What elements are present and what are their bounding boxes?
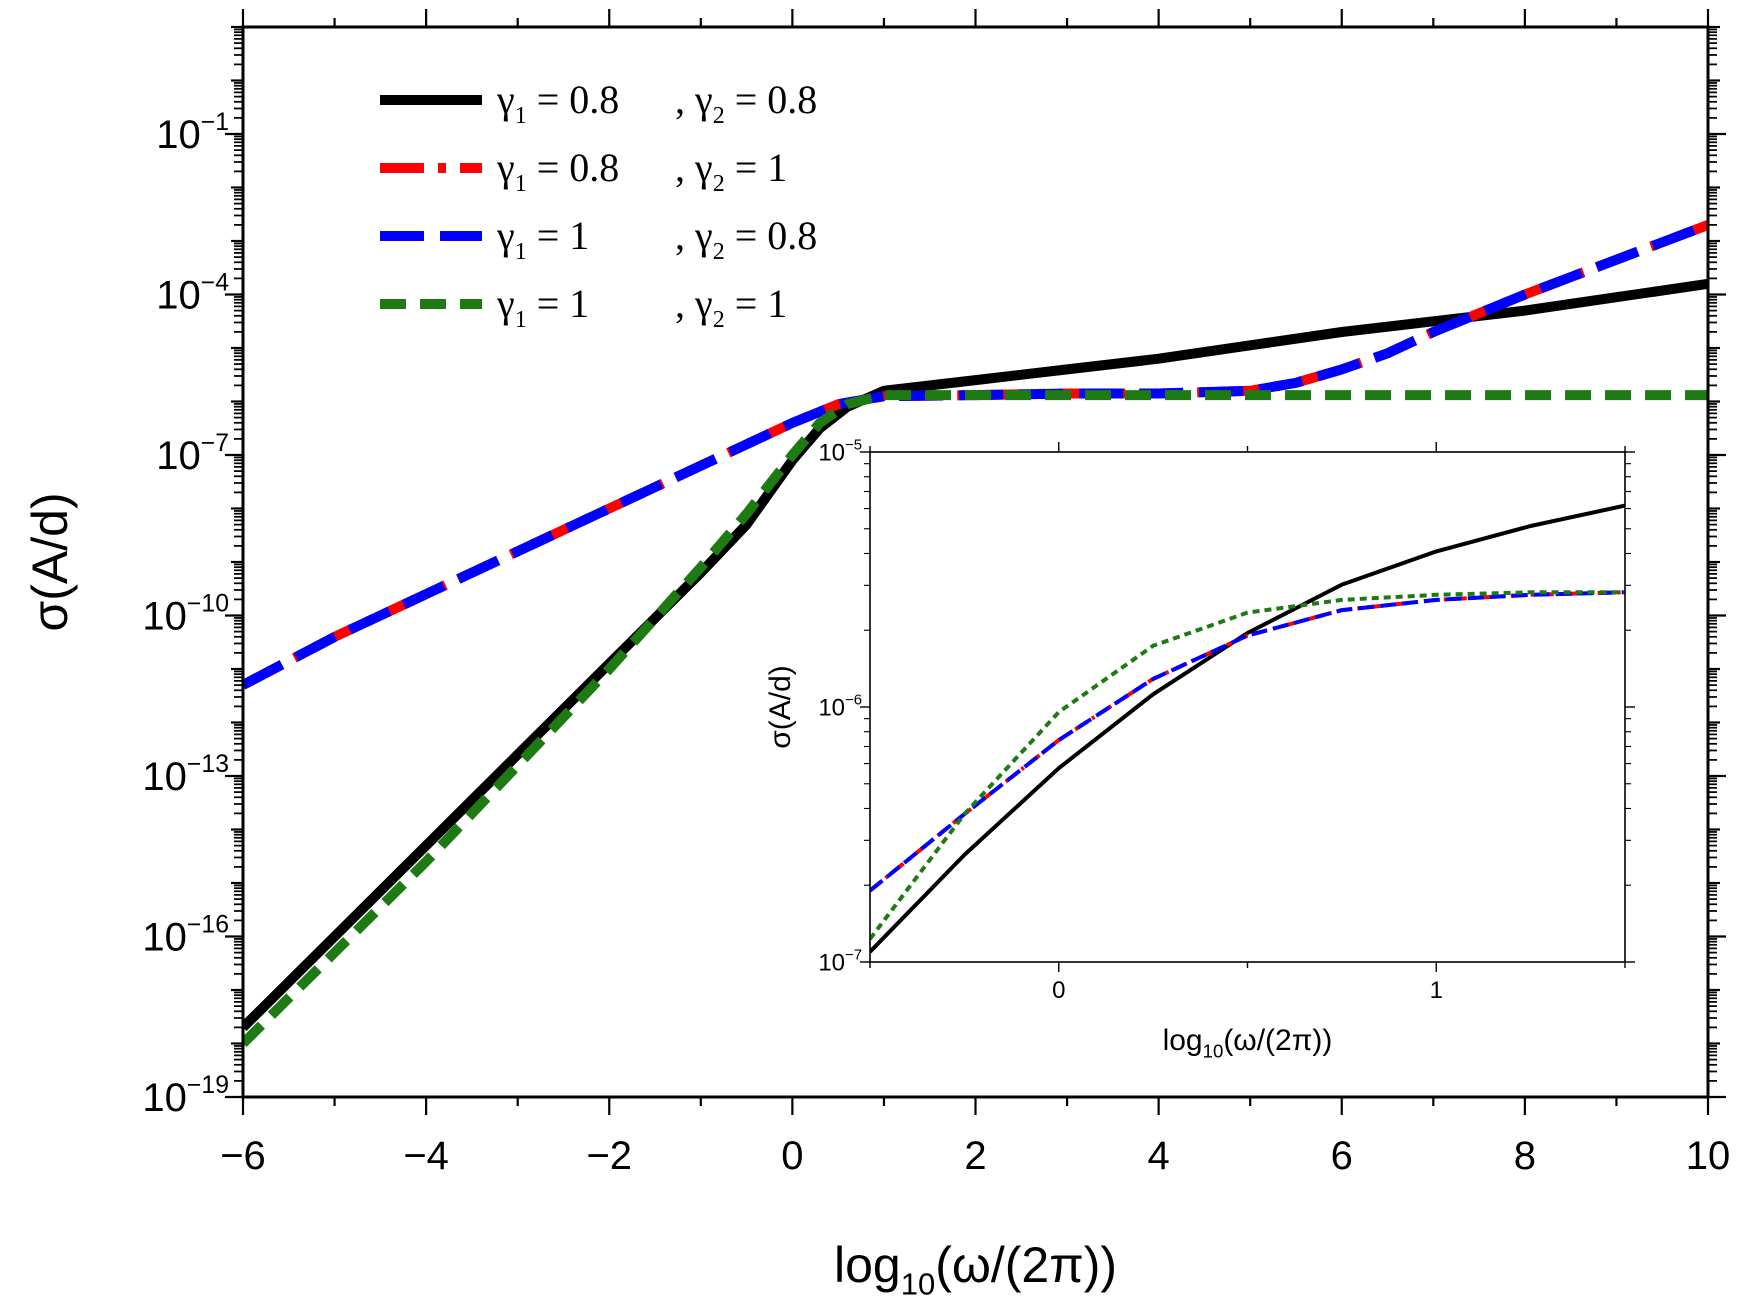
legend-symbol: γ (496, 145, 515, 190)
legend-subscript: 1 (515, 171, 527, 197)
y-tick-label: 10−16 (142, 912, 229, 960)
y-tick-base: 10 (142, 755, 187, 799)
y-tick-exponent: −10 (187, 591, 229, 618)
x-axis-label: log10(ω/(2π)) (834, 1237, 1117, 1297)
series-group (870, 503, 1625, 954)
legend-value: = 1 (527, 213, 590, 258)
y-tick-exponent: −6 (845, 693, 862, 709)
legend-symbol: , γ (675, 77, 713, 122)
legend-label: , γ2 = 1 (675, 145, 787, 197)
y-tick-label: 10−10 (142, 591, 229, 639)
legend-symbol: γ (496, 213, 515, 258)
legend-value: = 1 (527, 281, 590, 326)
y-tick-base: 10 (156, 274, 201, 318)
legend-label: , γ2 = 0.8 (675, 77, 817, 129)
legend-symbol: , γ (675, 145, 713, 190)
legend-symbol: γ (496, 281, 515, 326)
x-tick-label: −4 (403, 1134, 449, 1178)
y-tick-label: 10−4 (156, 270, 229, 318)
x-axis-label-prefix: log (1163, 1024, 1203, 1057)
legend-label: γ1 = 0.8 (496, 77, 619, 129)
legend-value: = 0.8 (527, 145, 620, 190)
legend-symbol: γ (496, 77, 515, 122)
series-line (243, 390, 1708, 1048)
legend-label: γ1 = 1 (496, 213, 589, 265)
y-axis-label: σ(A/d) (764, 665, 797, 749)
y-tick-label: 10−1 (156, 109, 229, 157)
series-group (243, 220, 1708, 1048)
x-tick-label: 6 (1331, 1134, 1353, 1178)
plot-frame (869, 451, 1626, 963)
legend-value: = 1 (725, 145, 788, 190)
y-tick-base: 10 (818, 694, 845, 721)
legend-subscript: 2 (713, 239, 725, 265)
x-axis-label-prefix: log (834, 1237, 901, 1293)
x-tick-label: 8 (1514, 1134, 1536, 1178)
y-tick-base: 10 (156, 113, 201, 157)
x-tick-label: 10 (1686, 1134, 1731, 1178)
y-tick-exponent: −1 (201, 109, 229, 136)
y-tick-base: 10 (818, 439, 845, 466)
x-axis-label-subscript: 10 (901, 1267, 935, 1297)
legend-subscript: 2 (713, 103, 725, 129)
legend-symbol: , γ (675, 213, 713, 258)
y-tick-exponent: −16 (187, 912, 229, 939)
y-tick-label: 10−7 (156, 430, 229, 478)
x-tick-label: −2 (586, 1134, 632, 1178)
series-line (870, 503, 1625, 954)
y-tick-label: 10−6 (818, 693, 862, 722)
y-tick-base: 10 (818, 949, 845, 976)
y-tick-label: 10−5 (818, 438, 862, 467)
x-tick-label: 1 (1430, 977, 1443, 1004)
x-tick-label: −6 (220, 1134, 266, 1178)
legend: γ1 = 0.8, γ2 = 0.8γ1 = 0.8, γ2 = 1γ1 = 1… (380, 77, 817, 333)
x-tick-label: 0 (781, 1134, 803, 1178)
y-tick-base: 10 (142, 595, 187, 639)
y-tick-base: 10 (142, 916, 187, 960)
legend-subscript: 1 (515, 307, 527, 333)
x-axis-label-suffix: (ω/(2π)) (1223, 1024, 1332, 1057)
y-tick-exponent: −5 (845, 438, 862, 454)
legend-symbol: , γ (675, 281, 713, 326)
y-tick-label: 10−7 (818, 948, 862, 977)
y-tick-exponent: −7 (201, 430, 229, 457)
y-tick-exponent: −13 (187, 751, 229, 778)
y-tick-exponent: −7 (845, 948, 862, 964)
legend-value: = 0.8 (527, 77, 620, 122)
x-tick-label: 2 (964, 1134, 986, 1178)
x-axis-label-subscript: 10 (1203, 1041, 1224, 1062)
y-tick-exponent: −4 (201, 270, 229, 297)
legend-value: = 1 (725, 281, 788, 326)
series-line (870, 590, 1625, 941)
legend-value: = 0.8 (725, 213, 818, 258)
x-axis-label-suffix: (ω/(2π)) (935, 1237, 1117, 1293)
legend-label: , γ2 = 0.8 (675, 213, 817, 265)
legend-subscript: 1 (515, 103, 527, 129)
y-tick-label: 10−19 (142, 1072, 229, 1120)
x-tick-label: 0 (1052, 977, 1065, 1004)
y-tick-base: 10 (156, 434, 201, 478)
legend-value: = 0.8 (725, 77, 818, 122)
series-line (870, 590, 1625, 893)
legend-subscript: 2 (713, 307, 725, 333)
plot-frame (241, 25, 1710, 1099)
x-tick-label: 4 (1148, 1134, 1170, 1178)
x-axis-label: log10(ω/(2π)) (1163, 1024, 1333, 1062)
series-line (870, 590, 1625, 893)
legend-label: γ1 = 1 (496, 281, 589, 333)
y-axis-label: σ(A/d) (22, 492, 78, 631)
legend-subscript: 1 (515, 239, 527, 265)
legend-label: , γ2 = 1 (675, 281, 787, 333)
y-tick-exponent: −19 (187, 1072, 229, 1099)
y-tick-label: 10−13 (142, 751, 229, 799)
legend-subscript: 2 (713, 171, 725, 197)
y-tick-base: 10 (142, 1076, 187, 1120)
legend-label: γ1 = 0.8 (496, 145, 619, 197)
plot-area (870, 452, 1625, 962)
